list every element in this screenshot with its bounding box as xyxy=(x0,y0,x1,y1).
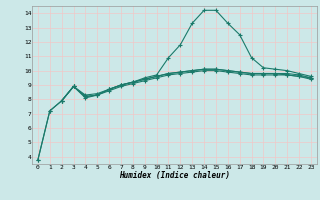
X-axis label: Humidex (Indice chaleur): Humidex (Indice chaleur) xyxy=(119,171,230,180)
